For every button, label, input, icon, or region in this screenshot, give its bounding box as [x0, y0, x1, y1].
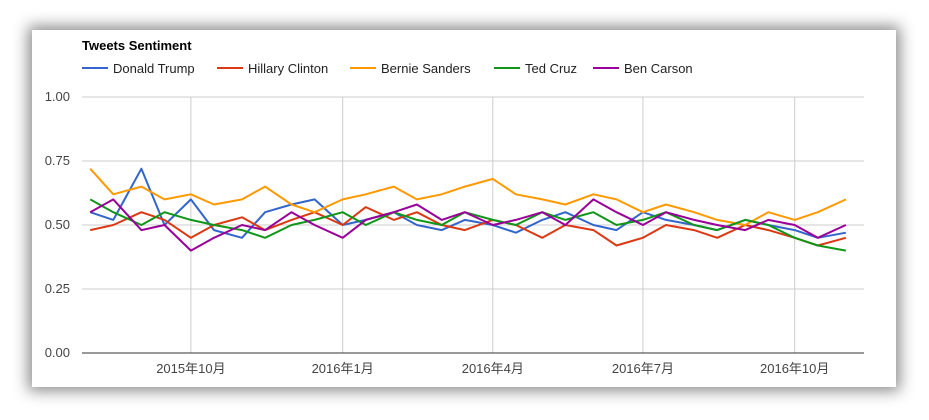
- x-tick-label: 2016年1月: [312, 361, 374, 376]
- series-lines: [89, 167, 847, 252]
- y-tick-label: 0.25: [45, 281, 70, 296]
- legend-label-donald-trump: Donald Trump: [113, 61, 195, 76]
- x-tick-label: 2016年7月: [612, 361, 674, 376]
- y-tick-label: 0.00: [45, 345, 70, 360]
- y-tick-label: 0.50: [45, 217, 70, 232]
- chart-card: Tweets Sentiment Donald Trump Hillary Cli…: [32, 30, 896, 387]
- y-tick-label: 1.00: [45, 89, 70, 104]
- axes: 0.00 0.25 0.50 0.75 1.00 2015年10月 2016年1月 2016年…: [45, 89, 864, 376]
- x-tick-label: 2015年10月: [156, 361, 225, 376]
- series-line-bernie-sanders: [89, 168, 847, 226]
- x-tick-label: 2016年10月: [760, 361, 829, 376]
- legend-label-ben-carson: Ben Carson: [624, 61, 693, 76]
- legend-label-ted-cruz: Ted Cruz: [525, 61, 577, 76]
- tweets-sentiment-line-chart: Tweets Sentiment Donald Trump Hillary Cli…: [45, 38, 864, 376]
- chart-title: Tweets Sentiment: [82, 38, 192, 53]
- x-tick-label: 2016年4月: [462, 361, 524, 376]
- y-tick-label: 0.75: [45, 153, 70, 168]
- legend-label-bernie-sanders: Bernie Sanders: [381, 61, 471, 76]
- chart-legend: Donald Trump Hillary Clinton Bernie Sander…: [82, 61, 693, 76]
- legend-label-hillary-clinton: Hillary Clinton: [248, 61, 328, 76]
- series-line-ben-carson: [89, 198, 847, 252]
